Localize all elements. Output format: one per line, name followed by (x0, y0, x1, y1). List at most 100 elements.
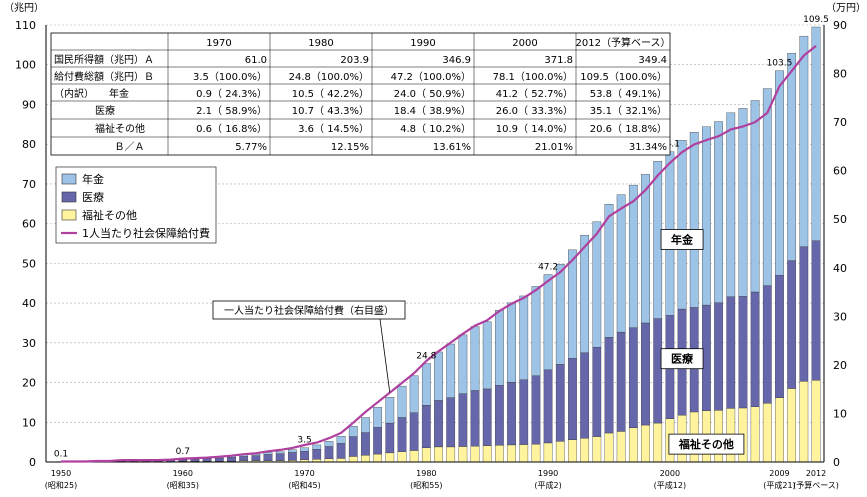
bar-segment (604, 432, 614, 463)
y-left-tick-label: 90 (22, 98, 36, 111)
x-tick-label: 1970 (294, 469, 314, 478)
legend-label: 医療 (82, 190, 104, 204)
bar-segment (628, 427, 638, 463)
bar-segment (275, 451, 285, 454)
bar-segment (482, 445, 492, 463)
annotation-leader-line (379, 318, 391, 393)
bar-segment (531, 375, 541, 445)
table-cell: 371.8 (544, 55, 573, 66)
table-cell: 10.7（ 43.3%） (292, 105, 369, 117)
y-left-tick-label: 60 (22, 218, 36, 231)
bar-segment (251, 455, 261, 461)
bar-segment (458, 393, 468, 447)
bar-segment (409, 450, 419, 463)
y-left-unit: （兆円） (4, 2, 44, 14)
annotation-label: 一人当たり社会保障給付費（右目盛） (224, 304, 394, 317)
x-tick-sublabel: (平成12) (654, 480, 686, 490)
x-tick-sublabel: (平成21) (763, 480, 795, 490)
x-tick-label: 2009 (769, 469, 789, 478)
x-tick-sublabel: (昭和45) (288, 481, 320, 490)
bar-segment (702, 304, 711, 411)
legend-label: 福祉その他 (82, 208, 137, 222)
bar-segment (568, 358, 577, 440)
bar-segment (799, 246, 809, 382)
bar-segment (604, 337, 614, 434)
in-bar-label: 福祉その他 (678, 437, 734, 451)
legend-frame (55, 166, 217, 244)
y-left-tick-label: 40 (22, 297, 36, 310)
bar-segment (738, 108, 748, 297)
table-row-label: 国民所得額（兆円）Ａ (54, 53, 154, 66)
data-label: 3.5 (297, 436, 311, 446)
table-cell: 21.01% (535, 142, 573, 153)
bar-segment (641, 322, 650, 426)
bar-segment (653, 318, 663, 424)
bar-segment (592, 436, 602, 463)
bar-segment (312, 449, 322, 460)
x-tick-sublabel: (昭和35) (167, 481, 199, 490)
y-left-tick-label: 70 (22, 178, 36, 191)
summary-table: 1970 1980 1990 2000 2012（予算ベース） 国民所得額（兆円）Ａ 61.… (50, 32, 670, 156)
y-right-tick-label: 90 (833, 19, 847, 32)
bar-segment (775, 275, 784, 398)
table-cell: 349.4 (638, 55, 667, 66)
x-tick-label: 2012 (806, 469, 826, 478)
y-right-tick-label: 30 (833, 310, 847, 323)
y-right-unit: （万円） (826, 2, 866, 14)
bar-segment (361, 432, 370, 456)
bar-segment (653, 422, 663, 463)
table-header: 2000 (512, 38, 537, 49)
table-cell: 3.5（100.0%） (193, 71, 267, 83)
bar-segment (702, 126, 711, 306)
bar-segment (348, 436, 358, 457)
legend-swatch (61, 191, 77, 203)
table-cell: 24.0（ 50.9%） (394, 88, 471, 100)
bar-segment (190, 459, 200, 462)
bar-segment (348, 456, 358, 463)
bar-segment (495, 310, 504, 386)
table-cell: 203.9 (340, 55, 369, 66)
table-cell: 26.0（ 33.3%） (496, 105, 573, 117)
bar-segment (373, 427, 382, 455)
bar-segment (689, 132, 699, 308)
bar-segment (775, 397, 784, 463)
bar-segment (507, 302, 516, 383)
table-cell: 2.1（ 58.9%） (196, 105, 267, 117)
in-bar-label: 医療 (671, 352, 694, 366)
table-header: 1980 (308, 38, 333, 49)
table-cell: 109.5（100.0%） (580, 71, 667, 83)
bar-segment (787, 53, 797, 261)
bar-segment (482, 321, 492, 390)
table-cell: 53.8（ 49.1%） (590, 88, 667, 100)
x-tick-label: 2000 (660, 469, 680, 478)
bar-segment (616, 194, 626, 333)
y-right-tick-label: 20 (833, 359, 847, 372)
bar-segment (750, 100, 760, 293)
bar-segment (214, 457, 224, 462)
table-cell: 0.6（ 16.8%） (196, 123, 267, 135)
bar-segment (507, 444, 516, 463)
bar-segment (495, 445, 504, 463)
bar-segment (458, 334, 468, 394)
bar-segment (227, 457, 236, 462)
bar-segment (385, 422, 395, 454)
bar-segment (604, 203, 614, 338)
table-row-label: 給付費総額（兆円）Ｂ (54, 70, 154, 83)
bar-segment (543, 369, 553, 444)
data-label: 24.8 (416, 351, 436, 361)
bar-segment (580, 234, 590, 353)
bar-segment (421, 447, 431, 463)
bar-segment (482, 388, 492, 446)
bar-segment (336, 443, 346, 459)
bar-segment (592, 347, 602, 437)
bar-segment (628, 327, 638, 429)
table-cell: 0.9（ 24.3%） (196, 88, 267, 100)
x-tick-sublabel: (予算ベース) (793, 480, 839, 490)
bar-segment (336, 458, 346, 463)
bar-segment (263, 452, 273, 455)
table-cell: 41.2（ 52.7%） (496, 88, 573, 100)
bar-segment (446, 343, 456, 398)
y-left-tick-label: 30 (22, 337, 36, 350)
